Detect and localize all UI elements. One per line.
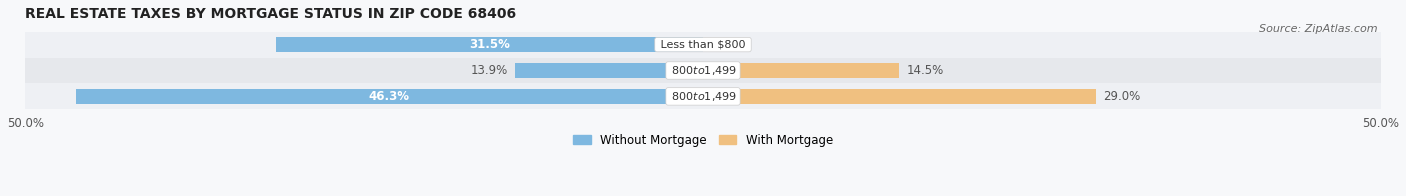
Text: 29.0%: 29.0% bbox=[1102, 90, 1140, 103]
Bar bbox=[25, 32, 1381, 58]
Bar bbox=[25, 83, 1381, 109]
Text: $800 to $1,499: $800 to $1,499 bbox=[668, 90, 738, 103]
Bar bbox=[515, 63, 703, 78]
Text: 14.5%: 14.5% bbox=[907, 64, 943, 77]
Bar bbox=[25, 58, 1381, 83]
Bar bbox=[703, 89, 1097, 103]
Text: 31.5%: 31.5% bbox=[470, 38, 510, 51]
Bar bbox=[276, 37, 703, 52]
Legend: Without Mortgage, With Mortgage: Without Mortgage, With Mortgage bbox=[568, 129, 838, 152]
Text: 13.9%: 13.9% bbox=[471, 64, 508, 77]
Text: Less than $800: Less than $800 bbox=[657, 40, 749, 50]
Text: $800 to $1,499: $800 to $1,499 bbox=[668, 64, 738, 77]
Text: 0.0%: 0.0% bbox=[710, 38, 740, 51]
Text: 46.3%: 46.3% bbox=[368, 90, 409, 103]
Bar bbox=[76, 89, 703, 103]
Bar bbox=[703, 63, 900, 78]
Text: REAL ESTATE TAXES BY MORTGAGE STATUS IN ZIP CODE 68406: REAL ESTATE TAXES BY MORTGAGE STATUS IN … bbox=[25, 7, 516, 21]
Text: Source: ZipAtlas.com: Source: ZipAtlas.com bbox=[1260, 24, 1378, 34]
